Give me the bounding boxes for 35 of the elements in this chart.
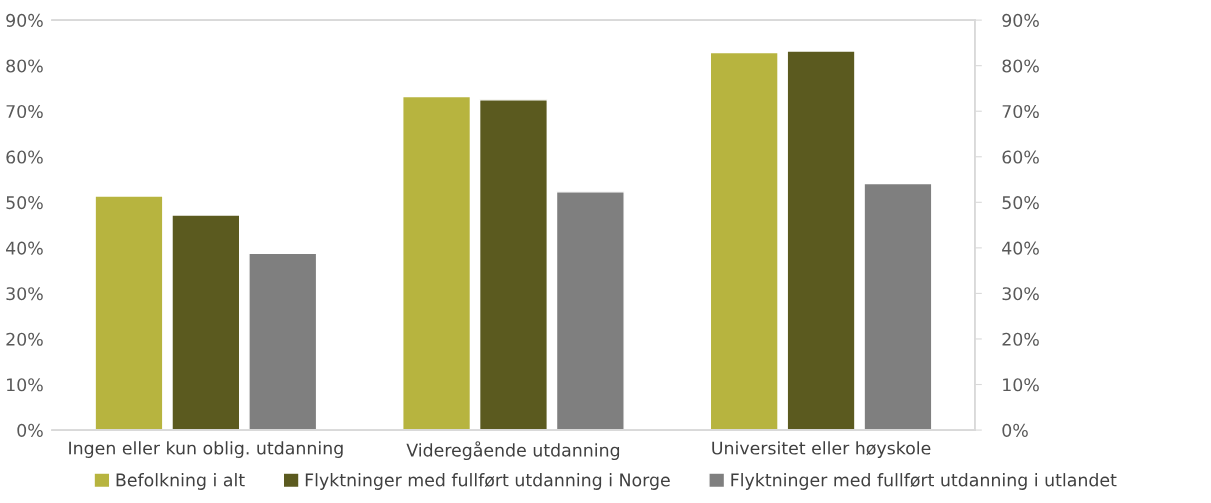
y2-tick-label: 70% bbox=[1002, 104, 1039, 119]
y2-tick-label: 90% bbox=[1002, 13, 1039, 27]
x-tick-label: Ingen eller kun oblig. utdanning bbox=[69, 441, 343, 458]
bar bbox=[171, 214, 241, 431]
legend-label: Flyktninger med fullført utdanning i utlandet bbox=[731, 473, 1117, 490]
bar bbox=[402, 95, 472, 431]
legend-label: Befolkning i alt bbox=[116, 473, 245, 490]
y2-tick-label: 20% bbox=[1002, 332, 1039, 346]
y2-tick-label: 50% bbox=[1002, 196, 1039, 210]
y-tick-label: 40% bbox=[6, 241, 43, 255]
legend-label: Flyktninger med fullført utdanning i Norge bbox=[305, 473, 670, 490]
bar bbox=[94, 195, 164, 431]
y-tick-label: 50% bbox=[6, 196, 43, 210]
y-tick-label: 60% bbox=[6, 150, 43, 164]
x-tick-label: Universitet eller høyskole bbox=[712, 441, 931, 458]
bar bbox=[478, 99, 548, 431]
y2-tick-label: 60% bbox=[1002, 150, 1039, 164]
y-tick-label: 90% bbox=[6, 13, 43, 27]
y-tick-label: 20% bbox=[6, 332, 43, 346]
y-tick-label: 30% bbox=[6, 287, 43, 301]
y2-tick-label: 80% bbox=[1002, 59, 1039, 73]
bar bbox=[248, 252, 318, 431]
y-tick-label: 70% bbox=[6, 104, 43, 119]
y2-tick-label: 40% bbox=[1002, 241, 1039, 255]
y-tick-label: 10% bbox=[7, 378, 43, 392]
bar bbox=[555, 191, 625, 431]
y2-tick-label: 10% bbox=[1003, 378, 1039, 392]
x-tick-label: Videregående utdanning bbox=[406, 441, 620, 461]
bar bbox=[786, 50, 856, 431]
y2-tick-label: 30% bbox=[1002, 287, 1039, 301]
y-tick-label: 0% bbox=[17, 423, 43, 437]
y-tick-label: 80% bbox=[6, 59, 43, 73]
bar bbox=[863, 182, 933, 431]
y2-tick-label: 0% bbox=[1002, 423, 1028, 437]
bar bbox=[709, 51, 779, 431]
